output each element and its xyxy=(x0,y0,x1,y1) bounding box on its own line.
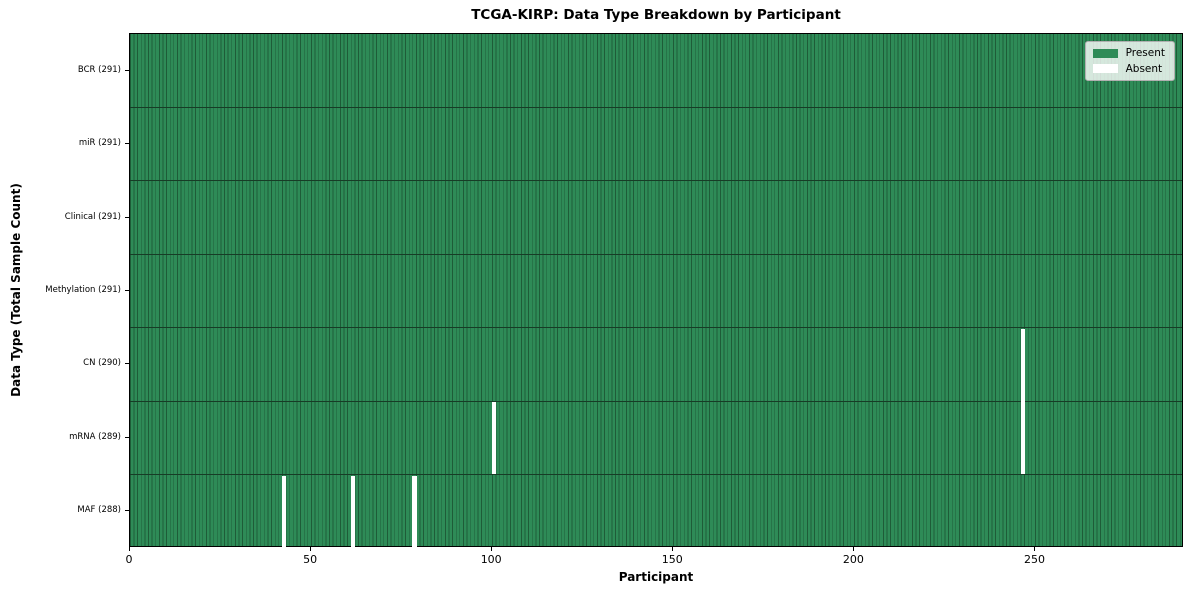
absent-gap xyxy=(1020,328,1026,475)
legend-swatch xyxy=(1092,64,1118,74)
row-separator xyxy=(130,106,1182,108)
y-axis-label: Data Type (Total Sample Count) xyxy=(9,183,23,397)
y-tick-label: Clinical (291) xyxy=(64,211,121,222)
x-tick-mark xyxy=(491,547,493,551)
y-tick-label: BCR (291) xyxy=(77,64,121,75)
x-tick-label: 150 xyxy=(661,553,683,566)
y-tick-mark xyxy=(125,363,129,365)
x-axis-label: Participant xyxy=(618,570,694,584)
x-tick-mark xyxy=(310,547,312,551)
legend-label: Present xyxy=(1125,47,1165,59)
x-tick-mark xyxy=(672,547,674,551)
row-separator xyxy=(130,400,1182,402)
legend-entry: Present xyxy=(1092,47,1165,59)
y-tick-mark xyxy=(125,510,129,512)
row-separator xyxy=(130,180,1182,182)
x-tick-label: 250 xyxy=(1023,553,1045,566)
legend: Present Absent xyxy=(1084,41,1175,81)
y-tick-mark xyxy=(125,436,129,438)
absent-gap xyxy=(350,475,355,548)
y-tick-label: MAF (288) xyxy=(77,505,121,516)
x-tick-mark xyxy=(1034,547,1036,551)
legend-swatch xyxy=(1092,48,1118,58)
absent-gap xyxy=(281,475,287,548)
y-tick-mark xyxy=(125,290,129,291)
x-tick-label: 50 xyxy=(303,553,318,566)
y-tick-mark xyxy=(125,216,129,218)
y-tick-label: miR (291) xyxy=(78,138,121,149)
legend-entry: Absent xyxy=(1092,62,1165,75)
y-tick-label: Methylation (291) xyxy=(45,285,121,295)
legend-label: Absent xyxy=(1125,62,1163,75)
row-separator xyxy=(130,474,1182,476)
row-separator xyxy=(130,253,1182,255)
x-tick-label: 100 xyxy=(480,553,502,566)
y-tick-mark xyxy=(125,143,129,145)
chart-title: TCGA-KIRP: Data Type Breakdown by Partic… xyxy=(471,7,841,23)
x-tick-label: 0 xyxy=(125,553,133,566)
y-tick-label: CN (290) xyxy=(83,358,121,369)
absent-gap xyxy=(491,402,497,475)
y-tick-mark xyxy=(125,69,129,71)
x-tick-mark xyxy=(129,547,130,551)
plot-area: Present Absent xyxy=(129,33,1183,548)
x-tick-mark xyxy=(853,547,855,551)
absent-gap xyxy=(412,475,417,548)
x-tick-label: 200 xyxy=(842,553,864,566)
y-tick-label: mRNA (289) xyxy=(69,431,121,442)
row-separator xyxy=(130,327,1182,329)
